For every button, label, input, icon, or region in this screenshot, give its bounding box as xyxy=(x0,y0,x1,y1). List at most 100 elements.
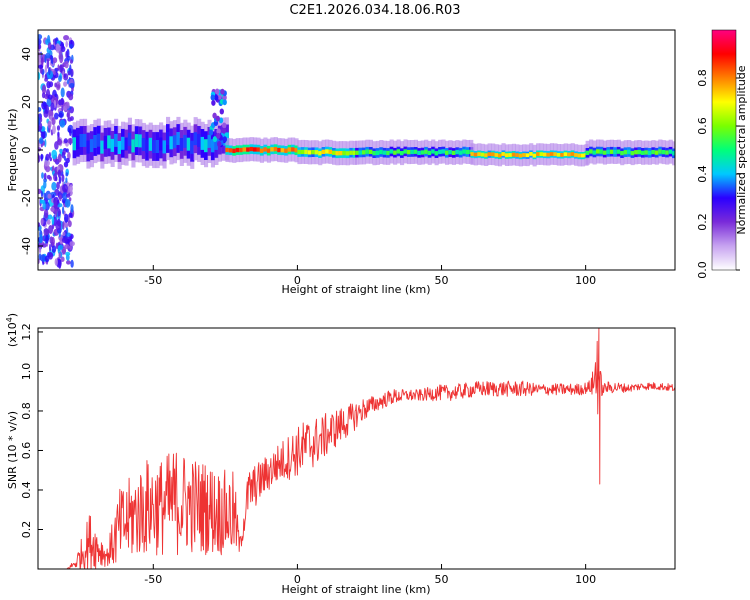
scatter-cell xyxy=(43,192,47,199)
band-core xyxy=(424,149,429,154)
band-core xyxy=(577,153,582,158)
band-core xyxy=(328,149,333,154)
scatter-cell xyxy=(62,206,65,215)
scatter-cell xyxy=(46,174,51,180)
burst-cell xyxy=(219,108,224,115)
scatter-cell xyxy=(48,67,51,76)
scatter-cell xyxy=(38,64,44,69)
scatter-cell xyxy=(51,216,55,226)
scatter-cell xyxy=(64,244,70,250)
scatter-cell xyxy=(49,157,52,162)
band-core xyxy=(83,133,88,147)
snr-y-multiplier-base: (x10 xyxy=(6,322,19,347)
band-core xyxy=(287,147,292,152)
band-core xyxy=(529,152,534,156)
scatter-cell xyxy=(43,208,49,219)
scatter-cell xyxy=(63,35,70,41)
scatter-cell xyxy=(44,139,47,148)
scatter-cell xyxy=(41,172,44,179)
band-core xyxy=(300,149,305,155)
band-core xyxy=(318,151,323,156)
scatter-cell xyxy=(57,169,62,178)
band-core xyxy=(338,151,343,156)
band-core xyxy=(342,150,347,156)
band-core xyxy=(518,153,523,158)
band-core xyxy=(204,139,209,153)
band-core xyxy=(110,138,115,152)
band-core xyxy=(654,150,659,155)
scatter-cell xyxy=(53,199,58,210)
band-core xyxy=(511,152,516,157)
scatter-cell xyxy=(38,107,42,112)
scatter-cell xyxy=(58,259,62,269)
band-core xyxy=(141,138,146,151)
band-core xyxy=(396,149,401,154)
scatter-cell xyxy=(38,116,41,126)
scatter-cell xyxy=(44,54,47,63)
scatter-cell xyxy=(69,184,73,192)
scatter-cell xyxy=(52,57,58,64)
band-core xyxy=(637,149,642,155)
burst-cell xyxy=(212,112,217,119)
band-core xyxy=(345,151,350,156)
snr-body xyxy=(38,328,675,569)
band-core xyxy=(634,150,639,155)
scatter-cell xyxy=(62,231,66,237)
scatter-cell xyxy=(40,129,46,140)
band-core xyxy=(651,149,656,155)
snr-series-line xyxy=(38,328,675,569)
band-core xyxy=(183,134,188,148)
band-core xyxy=(448,150,453,155)
band-core xyxy=(382,150,387,155)
scatter-cell xyxy=(65,40,68,48)
scatter-cell xyxy=(38,38,42,45)
scatter-cell xyxy=(54,258,58,266)
band-core xyxy=(127,132,132,146)
band-core xyxy=(609,149,614,154)
band-core xyxy=(613,149,618,155)
band-core xyxy=(570,152,575,156)
scatter-cell xyxy=(58,194,62,201)
band-core xyxy=(297,149,302,155)
band-core xyxy=(553,152,558,157)
band-core xyxy=(200,136,205,150)
scatter-cell xyxy=(55,242,59,250)
band-core xyxy=(616,149,621,154)
band-core xyxy=(273,147,278,152)
scatter-cell xyxy=(58,176,62,184)
scatter-cell xyxy=(44,255,50,263)
burst-cell xyxy=(208,129,214,136)
scatter-cell xyxy=(68,212,73,218)
scatter-cell xyxy=(58,252,61,259)
scatter-cell xyxy=(45,153,50,161)
scatter-cell xyxy=(46,219,51,225)
band-core xyxy=(311,150,316,155)
band-core xyxy=(581,153,586,158)
band-core xyxy=(148,137,153,151)
band-core xyxy=(246,147,251,152)
figure-title: C2E1.2026.034.18.06.R03 xyxy=(289,3,460,18)
burst-cell xyxy=(215,88,220,95)
band-core xyxy=(304,149,309,155)
scatter-cell xyxy=(41,84,47,95)
band-core xyxy=(375,150,380,155)
band-core xyxy=(567,152,572,157)
band-core xyxy=(410,149,415,155)
scatter-cell xyxy=(65,172,69,177)
spectrogram-x-label: Height of straight line (km) xyxy=(281,283,430,296)
band-core xyxy=(647,150,652,155)
band-core xyxy=(441,149,446,154)
band-core xyxy=(365,149,370,154)
spectrogram-x-ticks: -50 0 50 100 xyxy=(144,265,596,287)
spectrogram-y-tick-label: -20 xyxy=(20,189,33,207)
spectrogram-body xyxy=(38,34,675,269)
burst-cell xyxy=(220,88,225,95)
scatter-cell xyxy=(70,259,74,268)
colorbar-tick-label: 0.0 xyxy=(696,261,709,279)
band-core xyxy=(76,135,81,149)
scatter-cell xyxy=(67,151,71,160)
scatter-cell xyxy=(51,181,57,191)
band-core xyxy=(335,151,340,156)
scatter-cell xyxy=(38,188,42,195)
